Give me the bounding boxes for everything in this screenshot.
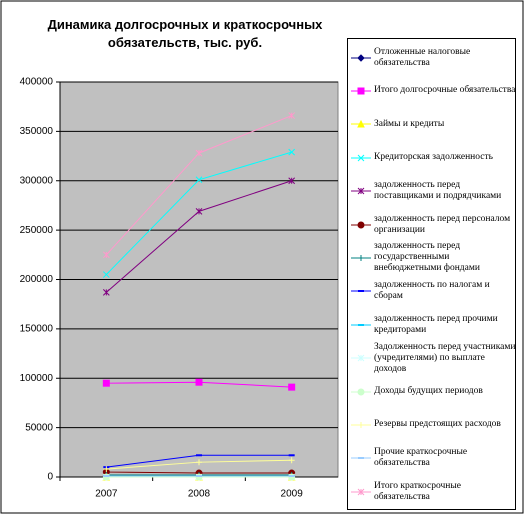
y-tick-label: 300000 — [20, 175, 54, 186]
legend-item: задолженность перед поставщиками и подря… — [348, 175, 516, 208]
legend-label: Задолженность перед участниками (учредит… — [374, 341, 516, 374]
legend-label: Итого краткосрочные обязательства — [374, 480, 461, 502]
marker — [358, 421, 364, 428]
legend-item: Отложенные налоговые обязательства — [348, 41, 516, 74]
legend-item: задолженность перед государственными вне… — [348, 241, 516, 274]
legend-swatch — [351, 87, 371, 95]
y-tick-label: 350000 — [20, 126, 54, 137]
legend-swatch — [351, 388, 371, 395]
legend-swatch — [351, 290, 371, 293]
legend-item: Кредиторская задолженность — [348, 141, 516, 174]
legend-label: Отложенные налоговые обязательства — [374, 46, 471, 68]
legend-label: Доходы будущих периодов — [374, 386, 483, 396]
legend-swatch — [351, 187, 371, 195]
marker — [288, 383, 296, 391]
marker — [358, 254, 364, 261]
legend-item: задолженность перед персоналом организац… — [348, 208, 516, 241]
x-tick-label: 2007 — [95, 489, 118, 500]
legend-swatch — [351, 120, 371, 128]
y-tick-label: 400000 — [20, 77, 54, 88]
legend-item: Задолженность перед участниками (учредит… — [348, 342, 516, 375]
legend-item: Займы и кредиты — [348, 108, 516, 141]
legend-item: Резервы предстоящих расходов — [348, 408, 516, 441]
legend-swatch — [351, 154, 371, 162]
legend-label: Прочие краткосрочные обязательства — [374, 447, 468, 469]
legend-item: Итого краткосрочные обязательства — [348, 475, 516, 508]
legend-item: Итого долгосрочные обязательства — [348, 74, 516, 107]
marker — [196, 459, 202, 466]
legend-swatch — [351, 488, 371, 496]
marker — [195, 176, 203, 184]
marker — [102, 379, 110, 387]
marker — [103, 466, 110, 473]
marker — [195, 149, 203, 157]
legend-item: Доходы будущих периодов — [348, 375, 516, 408]
marker — [102, 271, 110, 278]
marker — [357, 87, 365, 95]
marker — [288, 457, 295, 464]
legend: Отложенные налоговые обязательства Итого … — [347, 38, 516, 510]
y-tick-label: 50000 — [25, 422, 53, 433]
legend-swatch — [351, 323, 371, 326]
marker — [102, 288, 110, 296]
x-tick-label: 2009 — [281, 489, 304, 500]
legend-item: задолженность по налогам и сборам — [348, 275, 516, 308]
legend-swatch — [351, 221, 371, 228]
legend-label: Кредиторская задолженность — [374, 152, 493, 163]
marker — [288, 177, 296, 185]
legend-label: задолженность перед прочими кредиторами — [374, 313, 498, 335]
marker — [357, 53, 365, 62]
legend-item: Прочие краткосрочные обязательства — [348, 442, 516, 475]
legend-label: Итого долгосрочные обязательства — [374, 85, 516, 96]
legend-label: Займы и кредиты — [374, 118, 445, 129]
chart-title: Динамика долгосрочных и краткосрочных об… — [47, 17, 323, 50]
legend-label: задолженность перед государственными вне… — [374, 241, 480, 274]
marker — [357, 187, 365, 195]
legend-swatch — [351, 53, 371, 62]
legend-item: задолженность перед прочими кредиторами — [348, 308, 516, 341]
legend-swatch — [351, 254, 371, 261]
marker — [357, 221, 365, 228]
legend-swatch — [351, 457, 371, 460]
y-tick-label: 100000 — [20, 373, 54, 384]
marker — [357, 488, 365, 496]
marker — [357, 120, 365, 128]
marker — [357, 388, 365, 395]
marker — [357, 154, 365, 162]
legend-label: задолженность перед поставщиками и подря… — [374, 180, 502, 202]
legend-swatch — [351, 421, 371, 428]
y-tick-label: 200000 — [20, 274, 54, 285]
marker — [195, 208, 203, 215]
y-tick-label: 250000 — [20, 225, 54, 236]
y-tick-label: 0 — [47, 472, 53, 483]
marker — [357, 354, 365, 362]
marker — [195, 378, 203, 386]
x-tick-label: 2008 — [188, 489, 211, 500]
legend-label: Резервы предстоящих расходов — [374, 419, 501, 430]
legend-label: задолженность по налогам и сборам — [374, 280, 490, 302]
marker — [288, 112, 296, 119]
marker — [102, 251, 110, 259]
marker — [288, 148, 296, 156]
y-tick-label: 150000 — [20, 324, 54, 335]
legend-label: задолженность перед персоналом организац… — [374, 213, 511, 235]
legend-swatch — [351, 354, 371, 362]
